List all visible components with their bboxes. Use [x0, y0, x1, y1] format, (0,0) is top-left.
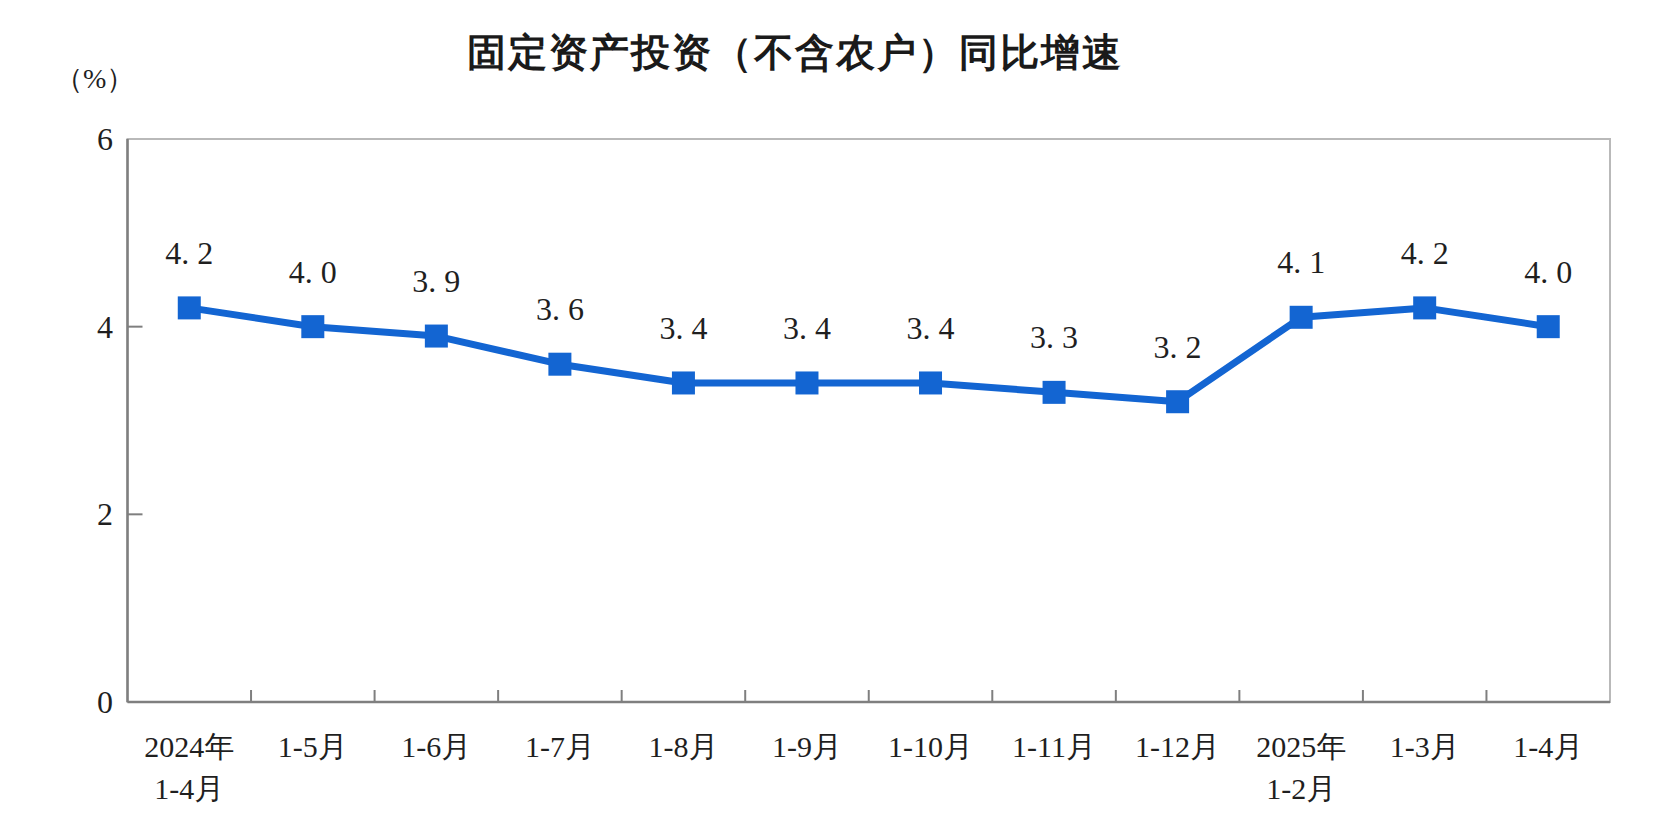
data-point-label: 3. 6 [536, 291, 584, 327]
data-point-label: 3. 2 [1154, 329, 1202, 365]
plot-area-border [128, 139, 1611, 702]
data-point-marker [919, 371, 942, 394]
data-point-label: 4. 0 [289, 254, 337, 290]
data-point-marker [1413, 296, 1436, 319]
y-axis-tick-label: 2 [97, 496, 113, 532]
data-point-marker [425, 325, 448, 348]
x-axis-category-label: 1-7月 [525, 730, 595, 763]
y-axis-tick-label: 0 [97, 684, 113, 720]
data-point-label: 4. 1 [1277, 244, 1325, 280]
chart-container: 固定资产投资（不含农户）同比增速 （%） 02462024年1-4月1-5月1-… [0, 0, 1662, 834]
x-axis-category-label: 2025年1-2月 [1256, 730, 1346, 805]
data-point-label: 3. 4 [659, 310, 707, 346]
x-axis-category-label: 1-10月 [888, 730, 973, 763]
data-point-marker [178, 296, 201, 319]
data-point-label: 3. 4 [907, 310, 955, 346]
data-point-marker [1537, 315, 1560, 338]
series-polyline [189, 308, 1548, 402]
data-point-marker [1043, 381, 1066, 404]
x-axis-category-label: 1-9月 [772, 730, 842, 763]
data-point-marker [1290, 306, 1313, 329]
x-axis-category-label: 1-11月 [1012, 730, 1096, 763]
data-point-marker [672, 371, 695, 394]
data-point-label: 4. 2 [165, 235, 213, 271]
x-axis-category-label: 1-8月 [648, 730, 718, 763]
y-axis-tick-label: 6 [97, 121, 113, 157]
data-point-label: 3. 3 [1030, 319, 1078, 355]
data-point-label: 4. 0 [1524, 254, 1572, 290]
data-point-marker [548, 353, 571, 376]
y-axis-tick-label: 4 [97, 309, 113, 345]
data-point-marker [1166, 390, 1189, 413]
data-point-label: 3. 4 [783, 310, 831, 346]
x-axis-category-label: 1-12月 [1135, 730, 1220, 763]
x-axis-category-label: 1-5月 [278, 730, 348, 763]
x-axis-category-label: 2024年1-4月 [144, 730, 234, 805]
data-point-label: 4. 2 [1401, 235, 1449, 271]
x-axis-category-label: 1-4月 [1513, 730, 1583, 763]
data-point-marker [301, 315, 324, 338]
x-axis-category-label: 1-3月 [1390, 730, 1460, 763]
data-point-marker [795, 371, 818, 394]
x-axis-category-label: 1-6月 [401, 730, 471, 763]
line-chart-canvas: 0 2 4 6 2024年1-4月 1-5月 1-6月 1-7月 1-8月 1-9月 1-10月 1-… [0, 0, 1662, 834]
data-point-label: 3. 9 [412, 263, 460, 299]
